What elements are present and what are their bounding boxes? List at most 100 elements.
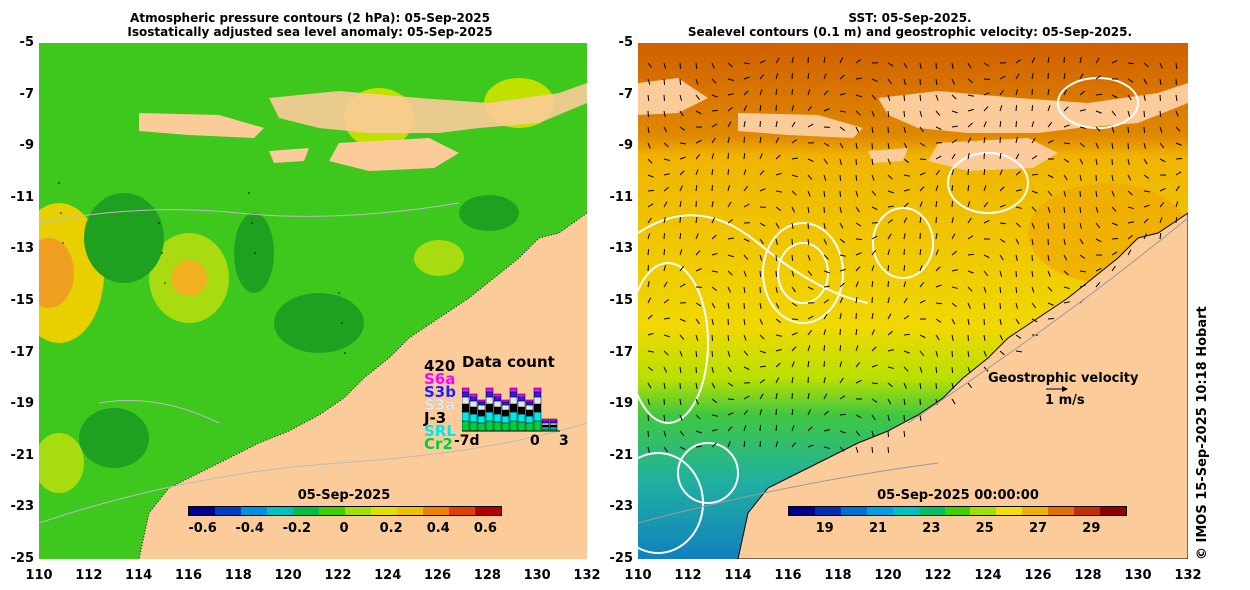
left-x-tick: 122 xyxy=(324,568,352,583)
velocity-arrow xyxy=(711,398,718,404)
velocity-arrow xyxy=(775,154,781,160)
left-colorbar-segment xyxy=(397,507,423,515)
velocity-arrow xyxy=(1159,78,1162,85)
right-y-tick: -5 xyxy=(618,35,633,50)
data-count-bar-segment xyxy=(462,420,470,432)
data-count-legend-entry: S3a xyxy=(424,396,456,414)
data-count-bar-segment xyxy=(517,413,526,423)
velocity-arrow xyxy=(935,266,941,272)
velocity-arrow xyxy=(679,318,686,322)
coast-dotted-contour xyxy=(138,212,587,559)
velocity-arrow xyxy=(1079,57,1082,64)
velocity-arrow xyxy=(775,88,778,96)
velocity-arrow xyxy=(823,270,830,274)
velocity-arrow xyxy=(663,186,669,192)
data-count-bar-segment xyxy=(493,406,502,415)
velocity-arrow xyxy=(775,172,782,176)
velocity-arrow xyxy=(967,78,974,84)
velocity-arrow xyxy=(823,329,827,336)
velocity-arrow xyxy=(1127,221,1134,224)
velocity-arrow xyxy=(775,424,778,432)
data-count-legend-entry: J-3 xyxy=(424,409,447,427)
velocity-arrow xyxy=(1111,190,1115,197)
velocity-arrow xyxy=(775,222,780,229)
velocity-arrow xyxy=(935,350,939,357)
velocity-arrow xyxy=(775,270,778,278)
velocity-arrow xyxy=(679,398,682,406)
velocity-arrow xyxy=(711,168,714,176)
left-map-panel[interactable]: 05-Sep-2025 -0.6 -0.4 -0.2 0 0.2 0.4 0.6 420 D… xyxy=(39,43,587,559)
data-count-bar-segment xyxy=(501,399,510,403)
velocity-arrow xyxy=(743,90,749,96)
velocity-arrow xyxy=(903,142,908,149)
data-count-bar-segment xyxy=(493,396,502,402)
velocity-arrow xyxy=(1095,158,1098,165)
velocity-arrow xyxy=(1127,110,1131,117)
velocity-arrow xyxy=(1143,233,1147,240)
velocity-arrow xyxy=(855,110,861,116)
velocity-arrow xyxy=(759,365,767,368)
data-count-bar-segment xyxy=(493,413,502,423)
velocity-arrow xyxy=(1159,187,1166,192)
velocity-arrow xyxy=(679,350,683,357)
velocity-arrow xyxy=(951,302,957,308)
velocity-arrow xyxy=(695,184,698,192)
left-y-tick: -19 xyxy=(10,396,35,412)
velocity-arrow xyxy=(983,350,987,357)
right-y-tick: -19 xyxy=(609,396,634,412)
data-count-bar-segment xyxy=(541,418,550,422)
velocity-arrow xyxy=(903,366,909,372)
velocity-arrow xyxy=(1127,158,1130,165)
velocity-arrow xyxy=(839,313,842,320)
velocity-arrow xyxy=(759,89,763,96)
velocity-arrow xyxy=(807,238,810,246)
velocity-arrow xyxy=(759,254,763,261)
right-y-tick: -13 xyxy=(609,241,634,257)
velocity-arrow xyxy=(871,126,874,134)
velocity-arrow xyxy=(919,248,922,256)
velocity-arrow xyxy=(951,217,954,224)
velocity-arrow xyxy=(887,446,890,454)
left-colorbar-title: 05-Sep-2025 xyxy=(297,488,391,503)
velocity-arrow xyxy=(695,250,701,256)
velocity-arrow xyxy=(887,264,890,272)
velocity-arrow xyxy=(743,169,747,176)
data-count-bar-segment xyxy=(533,396,542,405)
velocity-arrow xyxy=(1047,139,1054,144)
velocity-arrow xyxy=(983,62,990,67)
velocity-arrow xyxy=(1095,110,1102,114)
right-y-tick: -15 xyxy=(609,293,634,308)
velocity-arrow xyxy=(951,366,954,374)
velocity-arrow xyxy=(775,206,782,212)
velocity-arrow xyxy=(727,426,733,432)
right-x-tick: 110 xyxy=(624,568,652,583)
velocity-arrow xyxy=(743,254,749,260)
velocity-arrow xyxy=(951,78,956,85)
right-map-panel[interactable]: Geostrophic velocity 1 m/s 05-Sep-2025 0… xyxy=(638,43,1188,559)
data-count-bar-segment xyxy=(477,404,486,411)
left-colorbar-segment xyxy=(293,507,319,515)
velocity-arrow xyxy=(919,94,922,102)
velocity-arrow xyxy=(823,73,827,80)
velocity-arrow xyxy=(1015,153,1020,160)
velocity-arrow xyxy=(871,414,876,421)
velocity-arrow xyxy=(887,219,894,224)
velocity-arrow xyxy=(1127,190,1133,196)
velocity-arrow xyxy=(647,281,650,288)
velocity-arrow xyxy=(1031,318,1038,323)
velocity-arrow xyxy=(1063,286,1070,290)
sla-low-south xyxy=(79,408,149,468)
right-x-tick: 120 xyxy=(874,568,902,583)
left-y-tick: -17 xyxy=(10,344,35,360)
velocity-arrow xyxy=(967,286,973,292)
velocity-arrow xyxy=(1031,302,1037,309)
velocity-arrow xyxy=(839,190,842,198)
velocity-arrow xyxy=(711,318,714,325)
left-colorbar-segment xyxy=(371,507,397,515)
velocity-arrow xyxy=(663,142,669,148)
velocity-arrow xyxy=(679,126,686,131)
velocity-arrow xyxy=(1079,254,1086,259)
velocity-arrow xyxy=(1095,142,1099,149)
velocity-arrow xyxy=(727,121,732,128)
velocity-arrow xyxy=(807,345,811,352)
